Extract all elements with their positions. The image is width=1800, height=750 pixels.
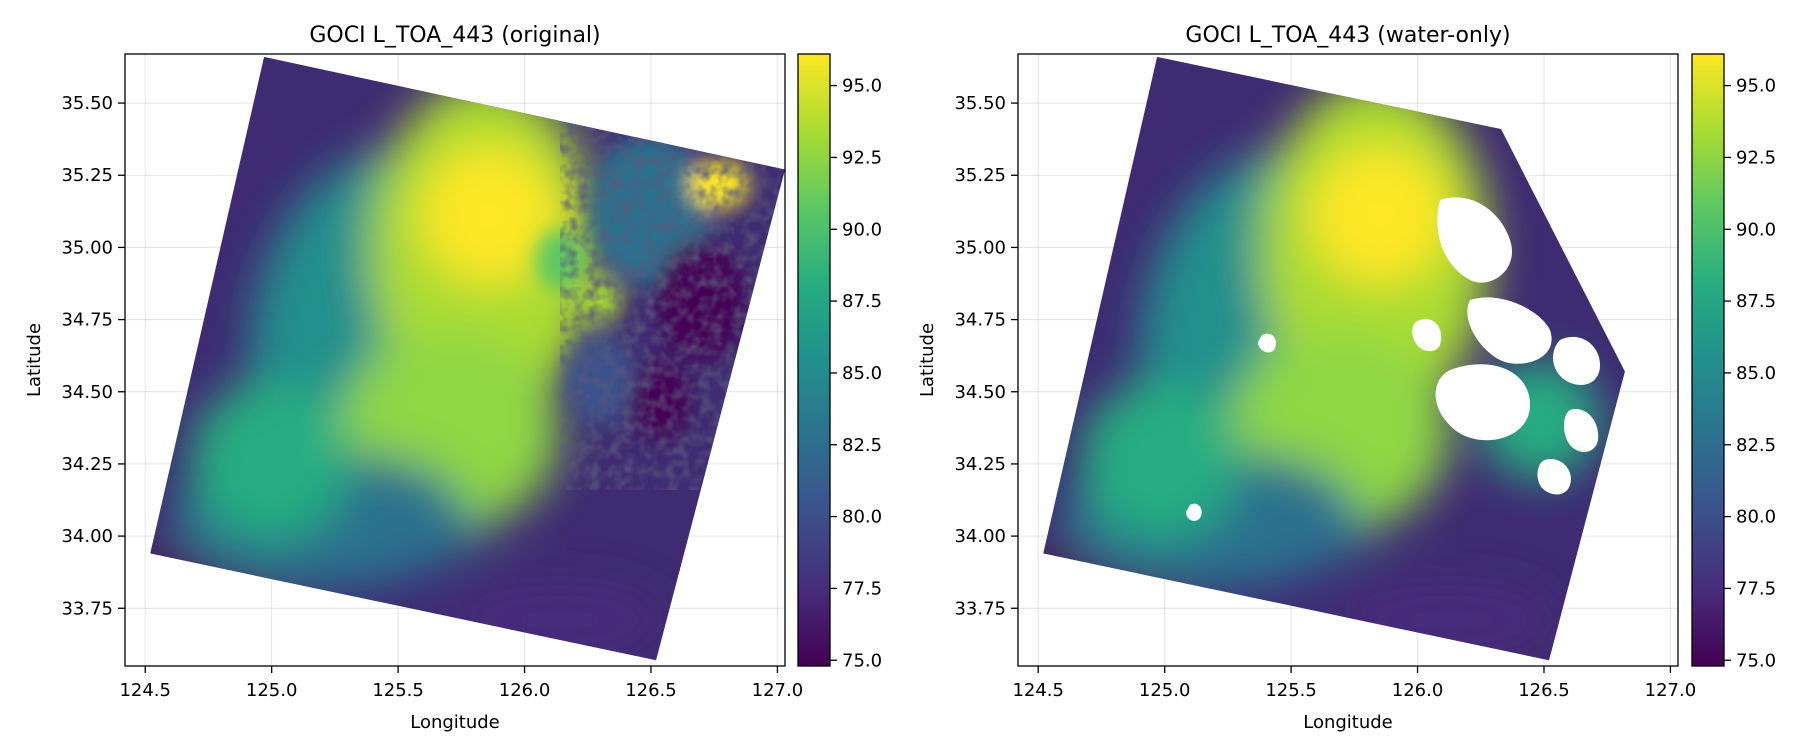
- colorbar-tick-label: 80.0: [842, 507, 882, 528]
- y-tick-label: 34.50: [954, 382, 1006, 403]
- y-tick-label: 34.00: [954, 526, 1006, 547]
- colorbar-tick-label: 85.0: [842, 363, 882, 384]
- y-tick-label: 33.75: [61, 598, 113, 619]
- y-tick-label: 34.25: [61, 454, 113, 475]
- x-tick-label: 126.5: [625, 680, 677, 701]
- land-mask: [1186, 197, 1600, 521]
- x-axis-ticks: 124.5 125.0 125.5 126.0 126.5 127.0: [119, 666, 803, 701]
- x-axis-label: Longitude: [410, 712, 500, 733]
- y-tick-label: 34.75: [954, 310, 1006, 331]
- x-tick-label: 126.5: [1518, 680, 1570, 701]
- y-tick-label: 35.00: [61, 237, 113, 258]
- colorbar-gradient: [1692, 54, 1724, 666]
- chart-title: GOCI L_TOA_443 (original): [309, 23, 600, 48]
- x-tick-label: 125.0: [246, 680, 298, 701]
- x-tick-label: 127.0: [752, 680, 804, 701]
- x-tick-label: 125.5: [1265, 680, 1317, 701]
- colorbar-tick-label: 95.0: [1736, 76, 1776, 97]
- colorbar-tick-label: 75.0: [1736, 650, 1776, 671]
- colorbar-tick-label: 87.5: [1736, 291, 1776, 312]
- y-tick-label: 35.25: [61, 165, 113, 186]
- axes-frame: [1017, 53, 1679, 667]
- x-tick-label: 126.0: [499, 680, 551, 701]
- colorbar-gradient: [798, 54, 830, 666]
- y-axis-label: Latitude: [917, 323, 938, 397]
- colorbar-tick-label: 95.0: [842, 76, 882, 97]
- y-axis-label: Latitude: [24, 323, 45, 397]
- y-tick-label: 33.75: [954, 598, 1006, 619]
- colorbar-tick-label: 75.0: [842, 650, 882, 671]
- y-tick-label: 34.50: [61, 382, 113, 403]
- colorbar-tick-label: 82.5: [842, 435, 882, 456]
- x-tick-label: 124.5: [1012, 680, 1064, 701]
- y-tick-label: 35.25: [954, 165, 1006, 186]
- x-tick-label: 126.0: [1392, 680, 1444, 701]
- colorbar-tick-label: 77.5: [842, 578, 882, 599]
- x-tick-label: 125.0: [1139, 680, 1191, 701]
- colorbar-ticks: 75.0 77.5 80.0 82.5 85.0 87.5 90.0 92.5 95.0: [830, 76, 882, 671]
- plot-panel-original: 124.5 125.0 125.5 126.0 126.5 127.0 33.75 34.0…: [24, 23, 882, 733]
- heatmap-field: [1043, 56, 1625, 661]
- y-tick-label: 34.00: [61, 526, 113, 547]
- colorbar-tick-label: 92.5: [842, 147, 882, 168]
- colorbar: 75.0 77.5 80.0 82.5 85.0 87.5 90.0 92.5 95.0: [1691, 53, 1776, 671]
- x-tick-label: 125.5: [372, 680, 424, 701]
- y-tick-label: 35.50: [954, 93, 1006, 114]
- plot-panel-water-only: 124.5 125.0 125.5 126.0 126.5 127.0 33.75 34.0…: [917, 23, 1776, 733]
- heatmap-field: [150, 56, 785, 661]
- axes-frame: [124, 53, 786, 667]
- x-tick-label: 127.0: [1645, 680, 1697, 701]
- colorbar-tick-label: 90.0: [842, 219, 882, 240]
- colorbar-tick-label: 87.5: [842, 291, 882, 312]
- colorbar-tick-label: 90.0: [1736, 219, 1776, 240]
- y-tick-label: 34.25: [954, 454, 1006, 475]
- chart-title: GOCI L_TOA_443 (water-only): [1185, 23, 1510, 48]
- x-axis-ticks: 124.5 125.0 125.5 126.0 126.5 127.0: [1012, 666, 1696, 701]
- y-axis-ticks: 33.75 34.00 34.25 34.50 34.75 35.00 35.25 35.50: [954, 93, 1018, 619]
- colorbar: 75.0 77.5 80.0 82.5 85.0 87.5 90.0 92.5 95.0: [797, 53, 882, 671]
- y-tick-label: 35.50: [61, 93, 113, 114]
- colorbar-tick-label: 92.5: [1736, 147, 1776, 168]
- colorbar-frame: [1691, 53, 1725, 667]
- colorbar-ticks: 75.0 77.5 80.0 82.5 85.0 87.5 90.0 92.5 95.0: [1724, 76, 1776, 671]
- colorbar-frame: [797, 53, 831, 667]
- x-tick-label: 124.5: [119, 680, 171, 701]
- y-tick-label: 34.75: [61, 310, 113, 331]
- y-axis-ticks: 33.75 34.00 34.25 34.50 34.75 35.00 35.25 35.50: [61, 93, 125, 619]
- colorbar-tick-label: 80.0: [1736, 507, 1776, 528]
- y-tick-label: 35.00: [954, 237, 1006, 258]
- x-axis-label: Longitude: [1303, 712, 1393, 733]
- colorbar-tick-label: 77.5: [1736, 578, 1776, 599]
- colorbar-tick-label: 85.0: [1736, 363, 1776, 384]
- colorbar-tick-label: 82.5: [1736, 435, 1776, 456]
